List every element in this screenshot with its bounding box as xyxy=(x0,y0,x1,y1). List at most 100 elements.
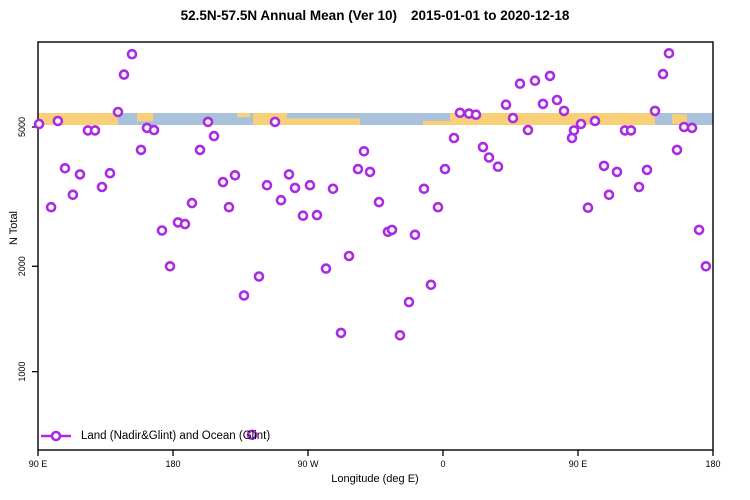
data-point xyxy=(483,152,495,163)
data-point xyxy=(582,202,594,213)
data-point xyxy=(223,201,235,213)
data-point xyxy=(327,183,339,195)
data-point xyxy=(454,107,466,119)
data-point xyxy=(186,197,198,209)
data-point xyxy=(311,209,323,221)
data-point xyxy=(261,179,273,191)
y-tick-label: 5000 xyxy=(17,117,27,137)
data-point xyxy=(470,109,482,120)
data-point xyxy=(320,263,332,274)
data-point xyxy=(589,115,601,127)
data-point xyxy=(522,124,534,136)
data-point xyxy=(352,163,364,175)
chart-title-main: 52.5N-57.5N Annual Mean (Ver 10) xyxy=(180,8,397,23)
data-point xyxy=(693,224,705,236)
data-point xyxy=(551,94,563,106)
legend-marker-icon xyxy=(41,430,71,442)
data-point xyxy=(633,181,645,193)
data-point xyxy=(403,296,415,308)
data-point xyxy=(649,105,661,117)
land-band-segment xyxy=(38,113,118,125)
data-point xyxy=(112,106,124,118)
x-tick-label: 0 xyxy=(440,459,445,469)
data-point xyxy=(558,105,570,117)
data-point xyxy=(625,125,637,136)
data-point xyxy=(33,118,45,130)
data-point xyxy=(566,132,578,144)
data-point xyxy=(425,279,437,291)
land-band-segment xyxy=(672,114,688,124)
data-point xyxy=(104,167,116,179)
data-point xyxy=(126,48,138,60)
data-point xyxy=(394,329,406,341)
x-tick-label: 90 W xyxy=(297,459,319,469)
data-point xyxy=(253,271,265,282)
data-point xyxy=(603,189,615,201)
data-point xyxy=(297,210,309,221)
land-band-segment xyxy=(287,118,361,125)
data-point xyxy=(663,47,675,59)
data-point xyxy=(217,176,229,188)
data-point xyxy=(611,166,623,178)
data-point xyxy=(246,429,258,441)
data-point xyxy=(432,201,444,213)
legend-label: Land (Nadir&Glint) and Ocean (Glint) xyxy=(81,430,271,442)
chart-title: 52.5N-57.5N Annual Mean (Ver 10) 2015-01-… xyxy=(0,8,750,23)
x-tick-label: 180 xyxy=(165,459,180,469)
data-point xyxy=(89,125,101,136)
data-point xyxy=(507,112,519,124)
data-point xyxy=(477,141,489,153)
data-point xyxy=(202,116,214,128)
data-point xyxy=(45,201,57,213)
data-point xyxy=(544,70,556,82)
data-point xyxy=(641,164,653,176)
land-band-segment xyxy=(450,113,655,125)
data-point xyxy=(229,170,241,181)
data-point xyxy=(529,75,541,86)
data-point xyxy=(671,144,683,156)
data-point xyxy=(208,130,220,142)
land-band-segment xyxy=(137,113,154,122)
y-axis-label: N Total xyxy=(8,210,20,246)
data-point xyxy=(335,327,347,339)
data-point xyxy=(118,69,130,80)
data-point xyxy=(59,163,71,174)
x-tick-label: 180 xyxy=(705,459,720,469)
data-point xyxy=(598,160,610,172)
data-point xyxy=(52,115,64,127)
chart-title-dates: 2015-01-01 to 2020-12-18 xyxy=(410,8,570,23)
data-point xyxy=(448,132,460,144)
data-point xyxy=(686,122,698,134)
data-point xyxy=(500,99,512,110)
x-tick-label: 90 E xyxy=(569,459,588,469)
data-point xyxy=(283,169,295,180)
data-point xyxy=(373,196,385,208)
data-point xyxy=(238,290,250,301)
data-point xyxy=(269,116,281,128)
data-point xyxy=(514,78,526,89)
data-point xyxy=(148,124,160,136)
data-point xyxy=(96,181,108,193)
data-point xyxy=(409,229,421,241)
data-point xyxy=(537,98,549,110)
x-axis-label: Longitude (deg E) xyxy=(331,473,419,485)
x-tick-label: 90 E xyxy=(29,459,48,469)
data-point xyxy=(439,163,451,175)
data-point xyxy=(386,224,398,236)
data-point xyxy=(657,68,669,80)
data-point xyxy=(364,166,376,178)
data-point xyxy=(164,260,176,272)
land-band-segment xyxy=(423,120,451,125)
data-point xyxy=(67,189,79,201)
data-point xyxy=(700,260,712,272)
data-point xyxy=(74,169,86,180)
data-point xyxy=(575,118,587,130)
data-point xyxy=(343,250,355,262)
data-point xyxy=(135,144,147,156)
data-point xyxy=(492,161,504,172)
legend: Land (Nadir&Glint) and Ocean (Glint) xyxy=(40,428,270,444)
y-tick-label: 2000 xyxy=(17,256,27,276)
data-point xyxy=(156,225,168,236)
